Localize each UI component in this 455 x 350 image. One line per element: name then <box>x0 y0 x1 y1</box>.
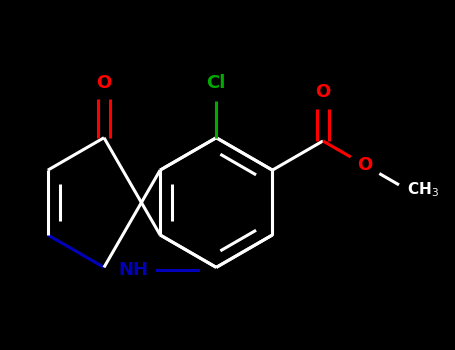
Text: CH$_3$: CH$_3$ <box>407 180 439 199</box>
Text: O: O <box>315 83 331 102</box>
Text: Cl: Cl <box>207 74 226 92</box>
Text: NH: NH <box>118 261 148 279</box>
Text: O: O <box>358 156 373 174</box>
Text: O: O <box>96 74 111 92</box>
